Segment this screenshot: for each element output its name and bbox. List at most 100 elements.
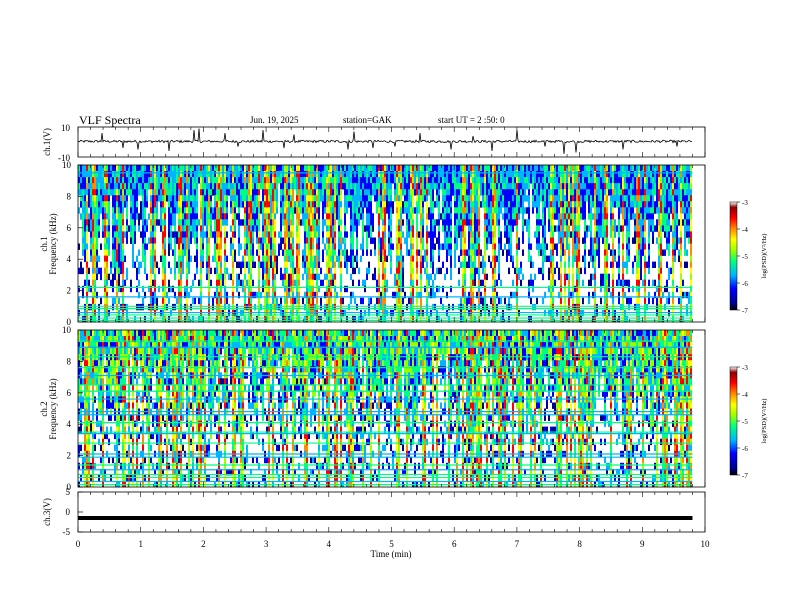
- spectrogram-cell: [430, 201, 432, 208]
- spectrogram-cell: [538, 207, 540, 214]
- spectrogram-cell: [116, 267, 118, 275]
- spectrogram-cell: [240, 177, 242, 184]
- spectrogram-cell: [358, 219, 360, 226]
- spectrogram-cell: [240, 201, 242, 208]
- spectrogram-cell: [154, 261, 156, 268]
- spectrogram-cell: [582, 171, 584, 178]
- spectrogram-cell: [216, 243, 218, 250]
- spectrogram-cell: [400, 249, 402, 256]
- spectrogram-cell: [186, 273, 188, 281]
- spectrogram-cell: [548, 165, 550, 172]
- spectrogram-cell: [252, 243, 254, 250]
- spectrogram-cell: [346, 165, 348, 172]
- spectrogram-cell: [264, 177, 266, 184]
- spectrogram-cell: [238, 261, 240, 268]
- spectrogram-cell: [560, 213, 562, 220]
- spectrogram-cell: [224, 219, 226, 226]
- spectrogram-cell: [256, 171, 258, 178]
- spectrogram-cell: [98, 255, 100, 262]
- spectrogram-cell: [318, 165, 320, 172]
- spectrogram-cell: [454, 171, 456, 178]
- spectrogram-cell: [544, 171, 546, 178]
- spectrogram-cell: [312, 183, 314, 190]
- spectrogram-cell: [482, 279, 484, 287]
- spectrogram-cell: [472, 249, 474, 256]
- spectrogram-cell: [596, 213, 598, 220]
- spectrogram-cell: [196, 183, 198, 190]
- spectrogram-cell: [298, 297, 300, 305]
- spectrogram-cell: [340, 177, 342, 184]
- spectrogram-cell: [522, 195, 524, 202]
- spectrogram-cell: [494, 237, 496, 244]
- spectrogram-cell: [556, 243, 558, 250]
- spectrogram-cell: [106, 165, 108, 172]
- spectrogram-cell: [406, 183, 408, 190]
- spectrogram-cell: [366, 243, 368, 250]
- spectrogram-cell: [396, 261, 398, 268]
- spectrogram-cell: [316, 237, 318, 244]
- spectrogram-cell: [498, 225, 500, 232]
- spectrogram-cell: [300, 219, 302, 226]
- spectrogram-cell: [278, 243, 280, 250]
- spectrogram-cell: [476, 189, 478, 196]
- spectrogram-cell: [390, 231, 392, 238]
- spectrogram-cell: [542, 231, 544, 238]
- spectrogram-cell: [396, 201, 398, 208]
- spectrogram-cell: [232, 316, 234, 323]
- spectrogram-cell: [186, 267, 188, 275]
- spectrogram-cell: [284, 189, 286, 196]
- spectrogram-cell: [132, 177, 134, 184]
- spectrogram-cell: [94, 249, 96, 256]
- spectrogram-cell: [588, 207, 590, 214]
- spectrogram-cell: [590, 219, 592, 226]
- spectrogram-cell: [182, 231, 184, 238]
- spectrogram-cell: [416, 231, 418, 238]
- spectrogram-cell: [228, 183, 230, 190]
- spectrogram-cell: [114, 201, 116, 208]
- spectrogram-cell: [420, 165, 422, 172]
- spectrogram-cell: [184, 183, 186, 190]
- spectrogram-cell: [594, 285, 596, 293]
- spectrogram-cell: [532, 165, 534, 172]
- spectrogram-cell: [274, 177, 276, 184]
- spectrogram-cell: [234, 231, 236, 238]
- spectrogram-cell: [458, 183, 460, 190]
- spectrogram-cell: [82, 183, 84, 190]
- spectrogram-cell: [332, 177, 334, 184]
- spectrogram-cell: [582, 195, 584, 202]
- spectrogram-cell: [104, 297, 106, 305]
- spectrogram-cell: [232, 201, 234, 208]
- spectrogram-cell: [420, 213, 422, 220]
- spectrogram-cell: [314, 255, 316, 262]
- spectrogram-cell: [304, 183, 306, 190]
- spectrogram-cell: [548, 273, 550, 281]
- spectrogram-cell: [312, 303, 314, 311]
- spectrogram-cell: [330, 231, 332, 238]
- spectrogram-cell: [284, 243, 286, 250]
- spectrogram-cell: [386, 171, 388, 178]
- spectrogram-cell: [248, 267, 250, 275]
- spectrogram-cell: [126, 316, 128, 323]
- spectrogram-cell: [174, 255, 176, 262]
- spectrogram-cell: [110, 183, 112, 190]
- spectrogram-cell: [122, 189, 124, 196]
- spectrogram-cell: [340, 219, 342, 226]
- spectrogram-cell: [256, 189, 258, 196]
- spectrogram-cell: [200, 279, 202, 287]
- spectrogram-cell: [518, 201, 520, 208]
- spectrogram-cell: [164, 189, 166, 196]
- spectrogram-cell: [376, 165, 378, 172]
- spectrogram-cell: [474, 213, 476, 220]
- spectrogram-cell: [600, 273, 602, 281]
- spectrogram-cell: [78, 297, 80, 305]
- spectrogram-cell: [516, 279, 518, 287]
- spectrogram-cell: [268, 243, 270, 250]
- spectrogram-cell: [500, 207, 502, 214]
- spectrogram-cell: [458, 189, 460, 196]
- spectrogram-cell: [286, 213, 288, 220]
- spectrogram-cell: [396, 303, 398, 311]
- spectrogram-cell: [286, 273, 288, 281]
- spectrogram-cell: [472, 279, 474, 287]
- spectrogram-cell: [464, 177, 466, 184]
- spectrogram-cell: [588, 213, 590, 220]
